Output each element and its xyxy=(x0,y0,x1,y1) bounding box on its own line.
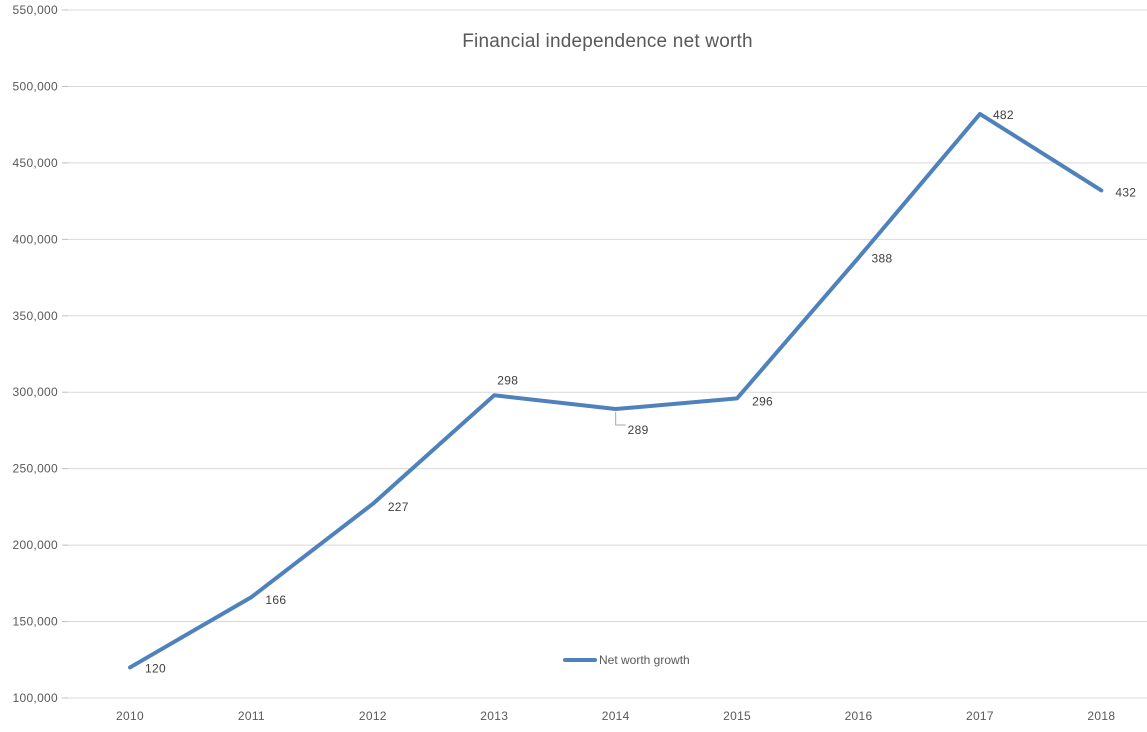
data-label: 166 xyxy=(265,593,286,607)
legend: Net worth growth xyxy=(563,652,690,668)
x-axis-tick-label: 2014 xyxy=(602,709,630,723)
legend-series-label: Net worth growth xyxy=(599,653,690,667)
x-axis-tick-label: 2016 xyxy=(845,709,873,723)
y-axis-tick-label: 250,000 xyxy=(13,462,59,476)
data-label: 298 xyxy=(497,373,518,387)
series-line-net-worth-growth xyxy=(128,111,1104,670)
data-label: 296 xyxy=(752,394,773,408)
y-axis-tick-label: 500,000 xyxy=(13,79,59,93)
legend-line-swatch xyxy=(563,658,597,662)
data-label: 227 xyxy=(388,500,409,514)
x-axis-tick-label: 2010 xyxy=(116,709,144,723)
y-axis-tick-label: 550,000 xyxy=(13,3,59,17)
y-axis-tick-label: 350,000 xyxy=(13,309,59,323)
x-axis-tick-label: 2013 xyxy=(480,709,508,723)
y-axis-tick-label: 400,000 xyxy=(13,232,59,246)
x-axis-tick-label: 2015 xyxy=(723,709,751,723)
x-axis-tick-label: 2017 xyxy=(966,709,994,723)
data-label: 120 xyxy=(145,661,166,675)
data-label: 388 xyxy=(872,252,893,266)
x-axis-tick-label: 2012 xyxy=(359,709,387,723)
data-label-leader-line xyxy=(615,412,626,426)
y-axis-tick-label: 450,000 xyxy=(13,156,59,170)
y-axis-tick-label: 300,000 xyxy=(13,385,59,399)
y-axis-tick-label: 200,000 xyxy=(13,538,59,552)
y-axis-tick-label: 150,000 xyxy=(13,615,59,629)
x-axis-tick-label: 2011 xyxy=(238,709,265,723)
chart-title: Financial independence net worth xyxy=(462,31,753,52)
data-label: 482 xyxy=(993,108,1014,122)
x-axis-tick-label: 2018 xyxy=(1087,709,1115,723)
data-label: 289 xyxy=(628,423,649,437)
data-label: 432 xyxy=(1115,185,1136,199)
y-axis-tick-label: 100,000 xyxy=(13,691,59,705)
